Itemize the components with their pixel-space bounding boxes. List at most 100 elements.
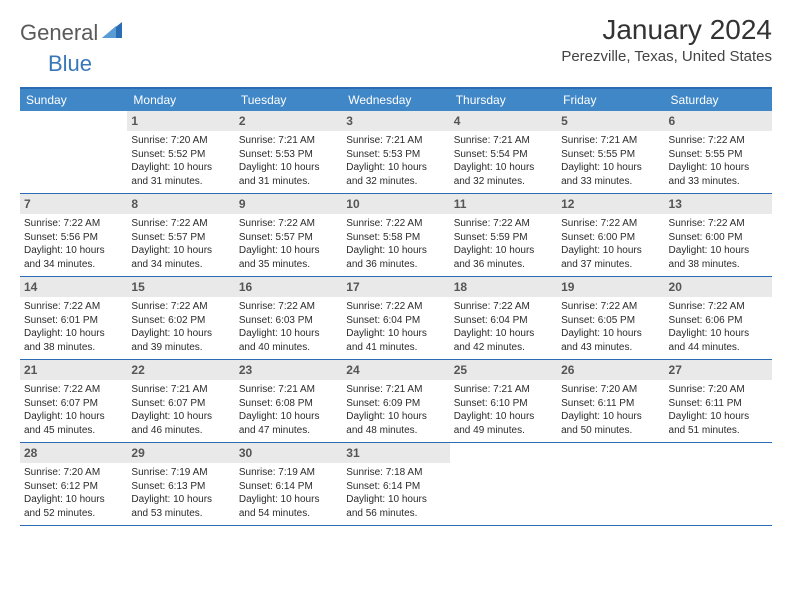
day-cell: 31 Sunrise: 7:18 AMSunset: 6:14 PMDayligh…	[342, 443, 449, 525]
weekday-header: Friday	[557, 89, 664, 111]
sunset-text: Sunset: 5:53 PM	[239, 148, 338, 162]
daylight-text: Daylight: 10 hours and 48 minutes.	[346, 410, 445, 437]
day-number: 5	[557, 111, 664, 131]
day-number: 12	[557, 194, 664, 214]
daylight-text: Daylight: 10 hours and 33 minutes.	[669, 161, 768, 188]
daylight-text: Daylight: 10 hours and 52 minutes.	[24, 493, 123, 520]
daylight-text: Daylight: 10 hours and 31 minutes.	[131, 161, 230, 188]
day-number: 28	[20, 443, 127, 463]
day-cell: 30 Sunrise: 7:19 AMSunset: 6:14 PMDayligh…	[235, 443, 342, 525]
daylight-text: Daylight: 10 hours and 39 minutes.	[131, 327, 230, 354]
daylight-text: Daylight: 10 hours and 32 minutes.	[454, 161, 553, 188]
week-row: 1 Sunrise: 7:20 AMSunset: 5:52 PMDaylight…	[20, 111, 772, 194]
sunrise-text: Sunrise: 7:22 AM	[561, 217, 660, 231]
day-body: Sunrise: 7:18 AMSunset: 6:14 PMDaylight:…	[346, 466, 445, 520]
day-number: 15	[127, 277, 234, 297]
sunrise-text: Sunrise: 7:22 AM	[239, 300, 338, 314]
day-number: 9	[235, 194, 342, 214]
day-number: 23	[235, 360, 342, 380]
day-cell: 13Sunrise: 7:22 AMSunset: 6:00 PMDayligh…	[665, 194, 772, 276]
day-body: Sunrise: 7:21 AMSunset: 5:54 PMDaylight:…	[454, 134, 553, 188]
day-number: 2	[235, 111, 342, 131]
day-body: Sunrise: 7:21 AMSunset: 6:09 PMDaylight:…	[346, 383, 445, 437]
day-body: Sunrise: 7:20 AMSunset: 6:11 PMDaylight:…	[669, 383, 768, 437]
day-cell: 4 Sunrise: 7:21 AMSunset: 5:54 PMDaylight…	[450, 111, 557, 193]
sunset-text: Sunset: 6:12 PM	[24, 480, 123, 494]
sunset-text: Sunset: 6:10 PM	[454, 397, 553, 411]
sunrise-text: Sunrise: 7:22 AM	[24, 217, 123, 231]
day-body: Sunrise: 7:22 AMSunset: 5:57 PMDaylight:…	[131, 217, 230, 271]
day-cell: 19Sunrise: 7:22 AMSunset: 6:05 PMDayligh…	[557, 277, 664, 359]
daylight-text: Daylight: 10 hours and 35 minutes.	[239, 244, 338, 271]
day-cell	[20, 111, 127, 193]
sunset-text: Sunset: 6:09 PM	[346, 397, 445, 411]
day-number: 30	[235, 443, 342, 463]
sunset-text: Sunset: 5:58 PM	[346, 231, 445, 245]
day-number: 4	[450, 111, 557, 131]
day-cell: 22Sunrise: 7:21 AMSunset: 6:07 PMDayligh…	[127, 360, 234, 442]
day-number: 14	[20, 277, 127, 297]
daylight-text: Daylight: 10 hours and 50 minutes.	[561, 410, 660, 437]
month-title: January 2024	[561, 14, 772, 46]
day-number: 24	[342, 360, 449, 380]
sunrise-text: Sunrise: 7:22 AM	[669, 300, 768, 314]
day-number: 1	[127, 111, 234, 131]
day-body: Sunrise: 7:22 AMSunset: 6:02 PMDaylight:…	[131, 300, 230, 354]
sunrise-text: Sunrise: 7:21 AM	[561, 134, 660, 148]
day-cell: 1 Sunrise: 7:20 AMSunset: 5:52 PMDaylight…	[127, 111, 234, 193]
sunrise-text: Sunrise: 7:21 AM	[454, 383, 553, 397]
sunset-text: Sunset: 5:54 PM	[454, 148, 553, 162]
day-body: Sunrise: 7:19 AMSunset: 6:13 PMDaylight:…	[131, 466, 230, 520]
sunset-text: Sunset: 5:59 PM	[454, 231, 553, 245]
day-cell: 9Sunrise: 7:22 AMSunset: 5:57 PMDaylight…	[235, 194, 342, 276]
sunrise-text: Sunrise: 7:21 AM	[239, 134, 338, 148]
day-body: Sunrise: 7:19 AMSunset: 6:14 PMDaylight:…	[239, 466, 338, 520]
sunset-text: Sunset: 6:02 PM	[131, 314, 230, 328]
sunset-text: Sunset: 6:05 PM	[561, 314, 660, 328]
calendar: SundayMondayTuesdayWednesdayThursdayFrid…	[20, 87, 772, 526]
day-body: Sunrise: 7:21 AMSunset: 6:07 PMDaylight:…	[131, 383, 230, 437]
day-cell: 16Sunrise: 7:22 AMSunset: 6:03 PMDayligh…	[235, 277, 342, 359]
day-body: Sunrise: 7:20 AMSunset: 5:52 PMDaylight:…	[131, 134, 230, 188]
sunset-text: Sunset: 5:57 PM	[239, 231, 338, 245]
day-body: Sunrise: 7:21 AMSunset: 6:10 PMDaylight:…	[454, 383, 553, 437]
day-body: Sunrise: 7:22 AMSunset: 5:55 PMDaylight:…	[669, 134, 768, 188]
daylight-text: Daylight: 10 hours and 53 minutes.	[131, 493, 230, 520]
sunrise-text: Sunrise: 7:22 AM	[346, 217, 445, 231]
sunrise-text: Sunrise: 7:22 AM	[561, 300, 660, 314]
daylight-text: Daylight: 10 hours and 45 minutes.	[24, 410, 123, 437]
sunset-text: Sunset: 6:03 PM	[239, 314, 338, 328]
day-body: Sunrise: 7:22 AMSunset: 6:06 PMDaylight:…	[669, 300, 768, 354]
sunset-text: Sunset: 6:06 PM	[669, 314, 768, 328]
day-number: 31	[342, 443, 449, 463]
day-number: 8	[127, 194, 234, 214]
day-cell: 27 Sunrise: 7:20 AMSunset: 6:11 PMDayligh…	[665, 360, 772, 442]
sunrise-text: Sunrise: 7:21 AM	[131, 383, 230, 397]
day-cell: 7Sunrise: 7:22 AMSunset: 5:56 PMDaylight…	[20, 194, 127, 276]
day-body: Sunrise: 7:20 AMSunset: 6:12 PMDaylight:…	[24, 466, 123, 520]
day-body: Sunrise: 7:22 AMSunset: 6:00 PMDaylight:…	[669, 217, 768, 271]
day-cell	[450, 443, 557, 525]
title-block: January 2024 Perezville, Texas, United S…	[561, 14, 772, 65]
day-cell: 25Sunrise: 7:21 AMSunset: 6:10 PMDayligh…	[450, 360, 557, 442]
day-cell: 15 Sunrise: 7:22 AMSunset: 6:02 PMDayligh…	[127, 277, 234, 359]
sunset-text: Sunset: 6:07 PM	[24, 397, 123, 411]
week-row: 28 Sunrise: 7:20 AMSunset: 6:12 PMDayligh…	[20, 443, 772, 526]
day-body: Sunrise: 7:21 AMSunset: 5:55 PMDaylight:…	[561, 134, 660, 188]
day-cell: 14Sunrise: 7:22 AMSunset: 6:01 PMDayligh…	[20, 277, 127, 359]
day-cell: 5 Sunrise: 7:21 AMSunset: 5:55 PMDaylight…	[557, 111, 664, 193]
day-cell: 11Sunrise: 7:22 AMSunset: 5:59 PMDayligh…	[450, 194, 557, 276]
day-number: 21	[20, 360, 127, 380]
day-body: Sunrise: 7:22 AMSunset: 6:07 PMDaylight:…	[24, 383, 123, 437]
sunrise-text: Sunrise: 7:21 AM	[454, 134, 553, 148]
day-cell: 3Sunrise: 7:21 AMSunset: 5:53 PMDaylight…	[342, 111, 449, 193]
daylight-text: Daylight: 10 hours and 41 minutes.	[346, 327, 445, 354]
day-number: 27	[665, 360, 772, 380]
logo-word2: Blue	[48, 51, 92, 77]
day-cell: 23Sunrise: 7:21 AMSunset: 6:08 PMDayligh…	[235, 360, 342, 442]
day-cell	[557, 443, 664, 525]
daylight-text: Daylight: 10 hours and 43 minutes.	[561, 327, 660, 354]
day-number: 11	[450, 194, 557, 214]
day-cell: 17Sunrise: 7:22 AMSunset: 6:04 PMDayligh…	[342, 277, 449, 359]
day-cell: 28 Sunrise: 7:20 AMSunset: 6:12 PMDayligh…	[20, 443, 127, 525]
